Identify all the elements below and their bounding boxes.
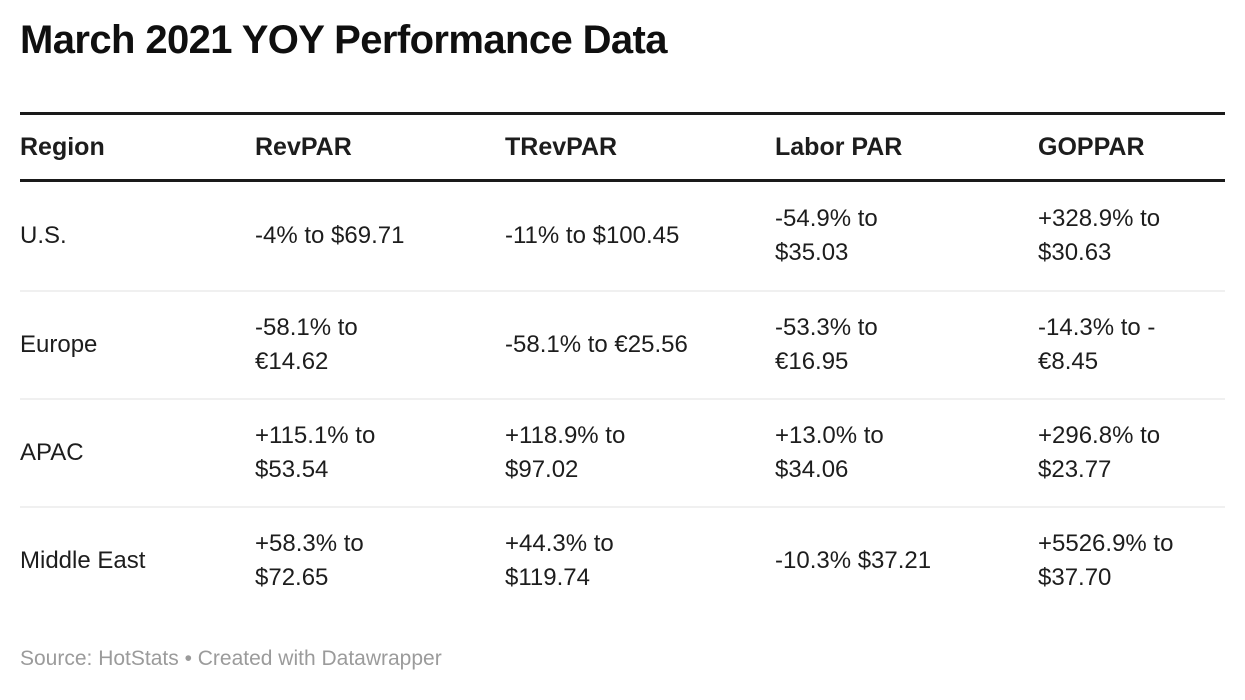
table-header-row: Region RevPAR TRevPAR Labor PAR GOPPAR [20, 112, 1225, 182]
table-cell-trevpar: -58.1% to €25.56 [505, 331, 688, 358]
table-row-europe: Europe -58.1% to €14.62 -58.1% to €25.56… [20, 290, 1225, 398]
column-header-trevpar: TRevPAR [505, 133, 618, 161]
table-cell-labor-par: -54.9% to $35.03 [775, 205, 878, 266]
column-header-goppar: GOPPAR [1038, 133, 1145, 161]
column-header-revpar: RevPAR [255, 133, 352, 161]
table-cell-trevpar: +118.9% to $97.02 [505, 422, 626, 483]
table-cell-trevpar: +44.3% to $119.74 [505, 530, 614, 591]
table-cell-goppar: +328.9% to $30.63 [1038, 205, 1161, 266]
table-cell-labor-par: +13.0% to $34.06 [775, 422, 884, 483]
table-cell-goppar: -14.3% to - €8.45 [1038, 314, 1156, 375]
table-row-middle-east: Middle East +58.3% to $72.65 +44.3% to $… [20, 506, 1225, 614]
table-cell-revpar: +58.3% to $72.65 [255, 530, 364, 591]
performance-table: Region RevPAR TRevPAR Labor PAR GOPPAR U… [20, 112, 1225, 614]
column-header-region: Region [20, 133, 105, 161]
table-row-us: U.S. -4% to $69.71 -11% to $100.45 -54.9… [20, 182, 1225, 290]
table-cell-labor-par: -10.3% $37.21 [775, 547, 932, 574]
row-label: U.S. [20, 222, 67, 249]
table-cell-revpar: -58.1% to €14.62 [255, 314, 358, 375]
row-label: Europe [20, 331, 98, 358]
table-cell-trevpar: -11% to $100.45 [505, 222, 680, 249]
table-cell-revpar: -4% to $69.71 [255, 222, 405, 249]
row-label: APAC [20, 439, 84, 466]
page-title: March 2021 YOY Performance Data [20, 18, 668, 62]
column-header-labor-par: Labor PAR [775, 133, 903, 161]
source-attribution: Source: HotStats • Created with Datawrap… [20, 647, 442, 670]
table-cell-goppar: +5526.9% to $37.70 [1038, 530, 1174, 591]
table-cell-revpar: +115.1% to $53.54 [255, 422, 376, 483]
table-cell-goppar: +296.8% to $23.77 [1038, 422, 1161, 483]
row-label: Middle East [20, 547, 146, 574]
table-cell-labor-par: -53.3% to €16.95 [775, 314, 878, 375]
table-row-apac: APAC +115.1% to $53.54 +118.9% to $97.02… [20, 398, 1225, 506]
